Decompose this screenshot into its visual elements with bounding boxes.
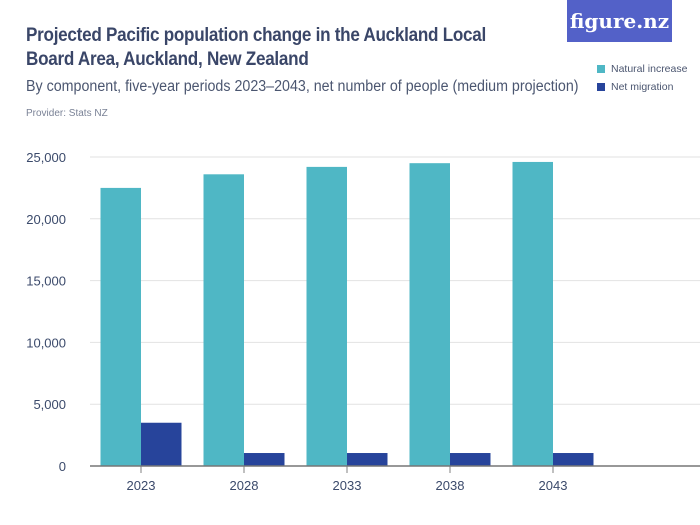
y-tick-label: 20,000 [26, 212, 66, 227]
bar-natural-increase [409, 163, 450, 466]
legend: Natural increase Net migration [597, 60, 687, 96]
x-tick-label: 2033 [333, 478, 362, 493]
y-tick-label: 5,000 [33, 397, 66, 412]
bar-net-migration [553, 453, 594, 466]
chart-subtitle: By component, five-year periods 2023–204… [26, 78, 579, 95]
y-tick-label: 0 [59, 459, 66, 474]
x-tick-label: 2023 [127, 478, 156, 493]
legend-swatch [597, 83, 605, 91]
x-tick-label: 2028 [230, 478, 259, 493]
bar-net-migration [244, 453, 285, 466]
bar-natural-increase [512, 161, 553, 466]
x-tick-label: 2043 [539, 478, 568, 493]
legend-item-net-migration: Net migration [597, 78, 687, 96]
legend-item-natural-increase: Natural increase [597, 60, 687, 78]
legend-label: Natural increase [611, 63, 688, 75]
provider-label: Provider: Stats NZ [26, 108, 108, 119]
chart-title: Projected Pacific population change in t… [26, 25, 487, 70]
legend-label: Net migration [611, 81, 674, 93]
bar-net-migration [347, 453, 388, 466]
logo-text: figure.nz [569, 9, 670, 33]
x-tick-label: 2038 [436, 478, 465, 493]
figure-nz-logo[interactable]: figure.nz [567, 0, 672, 42]
bar-natural-increase [100, 187, 141, 466]
y-tick-label: 10,000 [26, 335, 66, 350]
y-tick-label: 15,000 [26, 274, 66, 289]
bar-net-migration [450, 453, 491, 466]
bar-natural-increase [306, 166, 347, 466]
bar-net-migration [141, 422, 182, 466]
legend-swatch [597, 65, 605, 73]
bar-natural-increase [203, 174, 244, 466]
y-tick-label: 25,000 [26, 150, 66, 165]
